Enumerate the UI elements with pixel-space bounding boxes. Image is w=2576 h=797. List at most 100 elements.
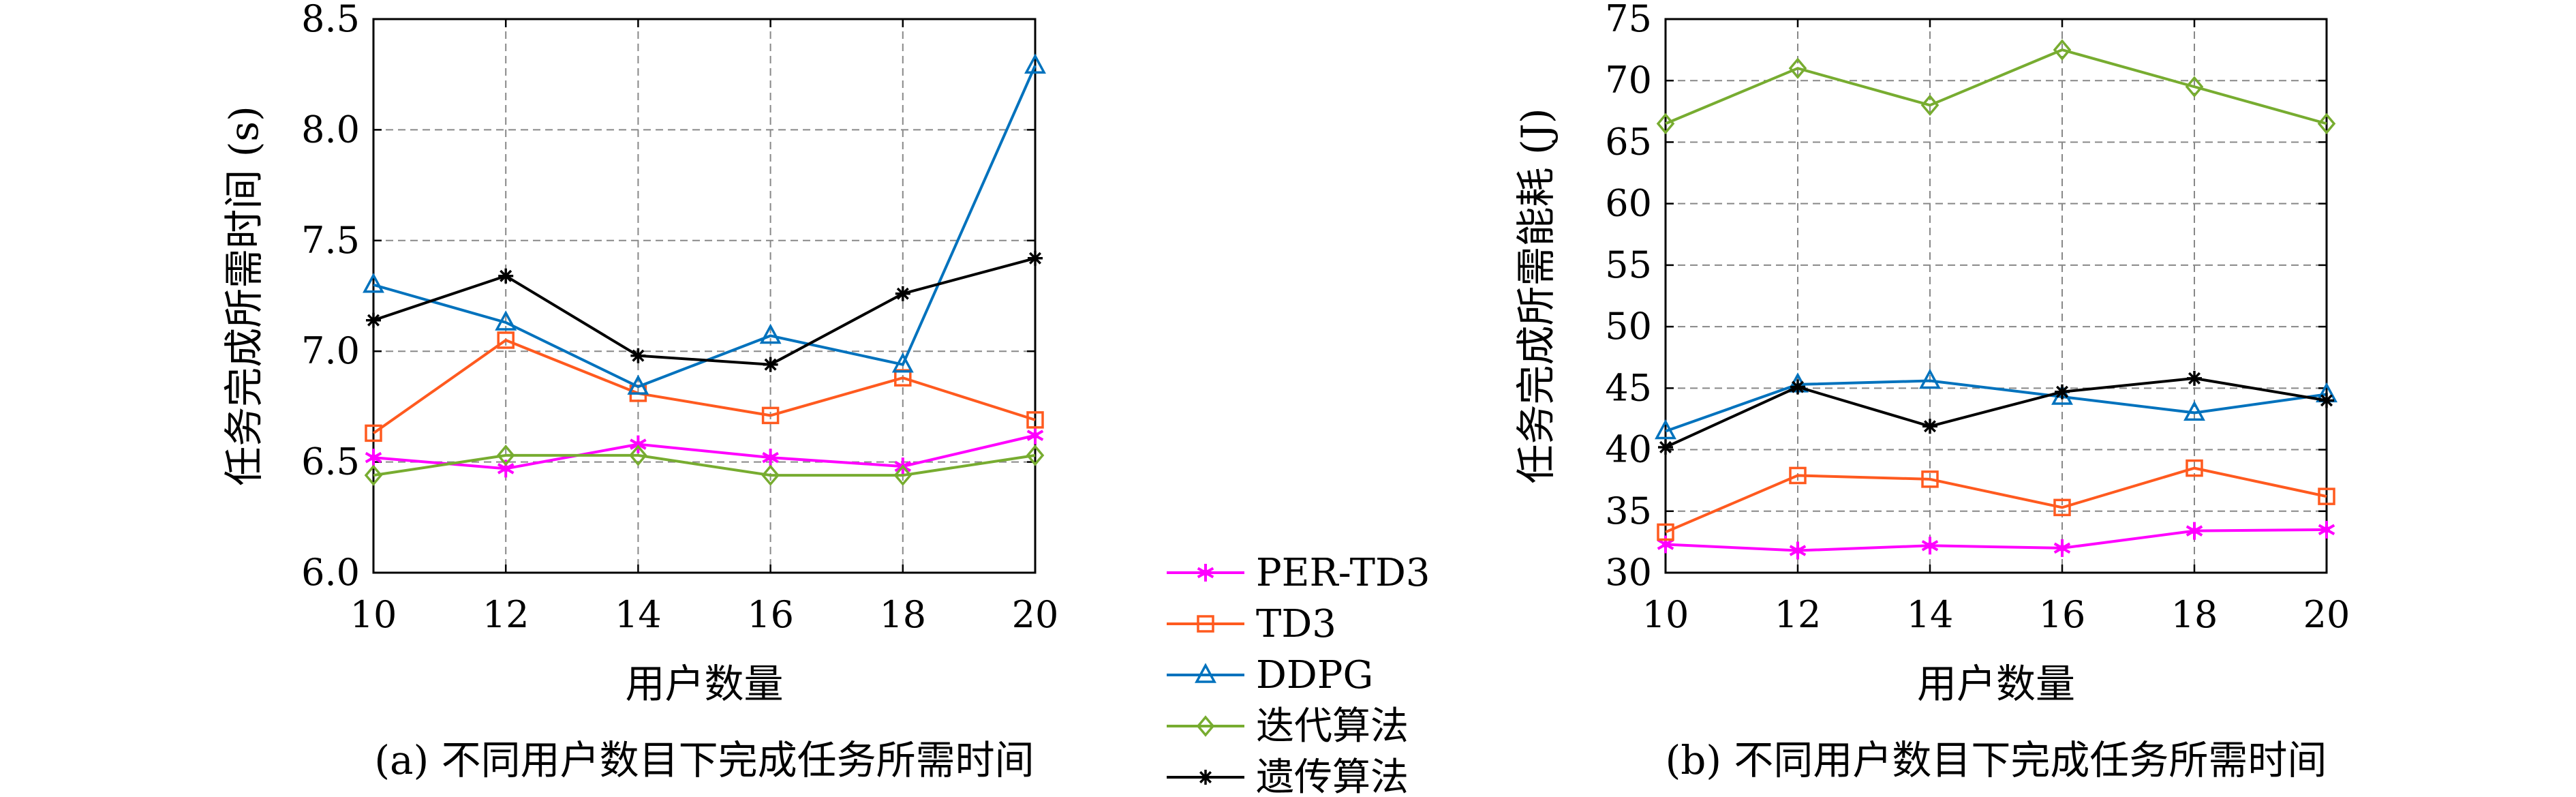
data-point (627, 374, 649, 395)
y-tick-label: 35 (1605, 490, 1652, 532)
data-point (629, 445, 647, 466)
marker-shape (1196, 715, 1215, 737)
marker-shape (1920, 94, 1939, 117)
data-point (759, 323, 782, 344)
marker-shape (1024, 53, 1046, 74)
marker-shape (365, 424, 382, 442)
x-tick-label: 16 (747, 593, 794, 636)
star-icon (1197, 564, 1214, 582)
data-point (498, 268, 514, 284)
marker-center (634, 440, 642, 448)
data-point (365, 449, 382, 467)
data-point (1788, 57, 1807, 79)
marker-shape (629, 445, 647, 466)
marker-shape (2185, 76, 2204, 97)
marker-shape (497, 331, 515, 349)
marker-stroke (632, 349, 645, 362)
y-tick-label: 8.5 (301, 0, 360, 40)
data-point (2183, 400, 2205, 421)
series-line (1665, 48, 2327, 125)
data-point (1919, 368, 1941, 389)
y-tick-label: 7.0 (301, 329, 360, 372)
legend-item: PER-TD3 (1167, 551, 1430, 595)
data-point (2186, 522, 2203, 540)
series-4 (366, 250, 1043, 372)
marker-center (2323, 526, 2330, 533)
triangle-icon (1195, 663, 1216, 683)
chart-caption: (a) 不同用户数目下完成任务所需时间 (374, 737, 1034, 783)
data-point (1026, 426, 1044, 445)
data-point (1658, 439, 1673, 455)
marker-stroke (2188, 372, 2201, 385)
series-line (1665, 379, 2327, 433)
data-point (891, 352, 914, 373)
data-point (761, 464, 780, 486)
marker-center (1202, 569, 1209, 576)
marker-center (370, 454, 377, 462)
marker-shape (364, 464, 383, 486)
x-tick-label: 12 (482, 593, 530, 636)
data-point (2053, 539, 2071, 557)
diamond-icon (1196, 715, 1215, 737)
x-tick-label: 14 (1907, 593, 1954, 636)
data-point (763, 357, 778, 372)
marker-stroke (896, 287, 909, 300)
x-tick-label: 18 (879, 593, 926, 636)
marker-stroke (2055, 385, 2069, 398)
marker-shape (1921, 470, 1939, 488)
data-point (1921, 470, 1939, 488)
legend-item: DDPG (1167, 653, 1373, 697)
data-point (1920, 94, 1939, 117)
series-1 (365, 331, 1044, 442)
marker-shape (1026, 411, 1044, 429)
data-point (496, 445, 515, 466)
marker-shape (1655, 419, 1676, 440)
chart-a: 10 12 14 16 18 20 6.0 6.5 7.0 7.5 8.0 8.5 用户数量 任务完成所需… (221, 0, 1058, 783)
x-tick-label: 20 (2303, 593, 2350, 636)
data-point (366, 312, 381, 328)
data-point (497, 331, 515, 349)
data-point (1656, 112, 1675, 135)
data-point (2053, 498, 2071, 517)
legend-item: TD3 (1167, 602, 1336, 646)
marker-shape (496, 445, 515, 466)
marker-shape (893, 464, 913, 486)
data-point (1789, 466, 1807, 485)
data-point (1028, 250, 1043, 266)
data-point (2319, 393, 2334, 408)
x-tick-label: 16 (2039, 593, 2086, 636)
marker-center (1032, 432, 1039, 439)
series-line (373, 434, 1036, 470)
y-axis-label: 任务完成所需时间 (s) (221, 106, 267, 485)
marker-center (767, 454, 774, 462)
data-point (2185, 76, 2204, 97)
marker-shape (2318, 487, 2335, 505)
series-0 (365, 426, 1044, 478)
data-point (1655, 419, 1676, 440)
y-tick-label: 60 (1605, 182, 1652, 225)
y-tick-label: 7.5 (301, 219, 360, 262)
series-line (373, 453, 1036, 477)
y-tick-label: 30 (1605, 551, 1652, 594)
series-2 (1655, 368, 2337, 440)
marker-shape (363, 273, 384, 293)
series-3 (364, 445, 1045, 486)
x-tick-label: 20 (1012, 593, 1059, 636)
data-point (2055, 384, 2070, 400)
data-point (2318, 487, 2335, 505)
marker-stroke (500, 269, 512, 282)
marker-stroke (1199, 770, 1212, 784)
chart-caption: (b) 不同用户数目下完成任务所需时间 (1666, 737, 2327, 783)
marker-shape (1919, 368, 1941, 389)
y-tick-label: 75 (1605, 0, 1652, 40)
legend-label: TD3 (1256, 602, 1336, 646)
y-tick-label: 65 (1605, 120, 1652, 163)
marker-shape (2186, 459, 2203, 477)
marker-shape (1788, 57, 1807, 79)
series-line (1665, 528, 2327, 552)
marker-shape (1195, 663, 1216, 683)
series-line (1665, 466, 2327, 534)
marker-stroke (1923, 420, 1937, 433)
square-icon (1197, 615, 1214, 633)
data-point (2317, 112, 2336, 135)
